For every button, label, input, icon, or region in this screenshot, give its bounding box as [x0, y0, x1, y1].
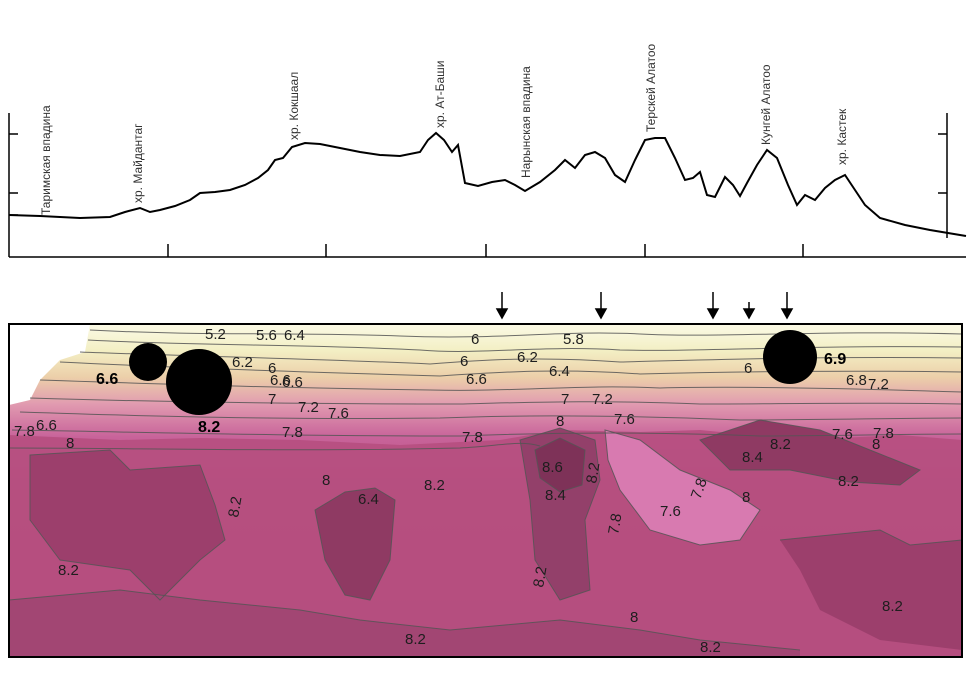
contour-label: 8.6 [542, 459, 563, 476]
label-at-bashi-ridge: хр. Ат-Баши [433, 61, 447, 128]
mantle-base [9, 430, 962, 657]
label-tarim-basin: Таримская впадина [39, 105, 53, 215]
contour-label: 8.2 [405, 631, 426, 648]
contour-label: 7 [268, 391, 276, 408]
contour-label: 8.2 [838, 473, 859, 490]
contour-label: 8.2 [583, 461, 603, 484]
contour-label: 7.2 [592, 391, 613, 408]
contour-label: 5.6 [256, 327, 277, 344]
contour-label: 6.9 [824, 351, 846, 368]
anomaly-naryn-core [535, 438, 585, 492]
contour-label: 8.2 [58, 562, 79, 579]
contour-label: 8.4 [742, 449, 763, 466]
contour-label: 8.4 [545, 487, 566, 504]
contour-label: 6.6 [282, 374, 303, 391]
contour-label: 8 [322, 472, 330, 489]
contour-label: 5.8 [563, 331, 584, 348]
contour-label: 6.6 [466, 371, 487, 388]
arrow-down-icon [742, 302, 756, 320]
contour-label: 8.2 [882, 598, 903, 615]
contour-label: 6.6 [36, 417, 57, 434]
contour-label: 7.2 [868, 376, 889, 393]
contour-label: 8 [742, 489, 750, 506]
label-naryn-basin: Нарынская впадина [519, 66, 533, 178]
contour-label: 6.2 [232, 354, 253, 371]
arrow-down-icon [495, 292, 509, 320]
earthquake-marker-icon [763, 330, 817, 384]
contour-label: 8 [872, 436, 880, 453]
contour-label: 6.4 [549, 363, 570, 380]
anomaly-south [9, 590, 800, 657]
label-terskey-alatoo: Терскей Алатоо [644, 43, 658, 132]
arrow-markers [495, 292, 794, 320]
contour-label: 6.4 [358, 491, 379, 508]
contour-label: 6 [268, 360, 276, 377]
contour-label: 5.2 [205, 326, 226, 343]
contour-label: 7.8 [605, 512, 625, 535]
contour-label: 6 [744, 360, 752, 377]
contour-label: 6 [460, 353, 468, 370]
label-kokshaal-ridge: хр. Кокшаал [287, 72, 301, 140]
earthquake-marker-icon [129, 343, 167, 381]
contour-label: 7.8 [462, 429, 483, 446]
contour-label: 7.6 [328, 405, 349, 422]
label-maidantag-ridge: хр. Майдантаг [131, 123, 145, 203]
anomaly-east-low [780, 530, 962, 650]
topographic-profile: Таримская впадина хр. Майдантаг хр. Кокш… [8, 43, 967, 258]
contour-label: 8 [66, 435, 74, 452]
contour-label: 6.8 [846, 372, 867, 389]
section-frame [8, 323, 963, 658]
contour-label: 6.6 [96, 371, 118, 388]
contour-label: 7.6 [614, 411, 635, 428]
contour-label: 7.8 [282, 424, 303, 441]
contour-label: 7.2 [298, 399, 319, 416]
contour-label: 8.2 [424, 477, 445, 494]
contour-label: 6.6 [270, 372, 291, 389]
contour-label: 6 [471, 331, 479, 348]
contour-label: 8.2 [770, 436, 791, 453]
arrow-down-icon [706, 292, 720, 320]
contour-label: 8.2 [530, 565, 550, 588]
contour-label: 7.6 [832, 426, 853, 443]
contour-label: 7.8 [873, 425, 894, 442]
contour-label: 8.2 [700, 639, 721, 656]
section-blank-area [9, 324, 90, 405]
arrow-down-icon [594, 292, 608, 320]
contour-label: 7.8 [14, 423, 35, 440]
arrow-down-icon [780, 292, 794, 320]
contour-label: 7 [561, 391, 569, 408]
contour-label: 7.8 [688, 476, 711, 501]
contour-label: 8 [556, 413, 564, 430]
label-kastek-ridge: хр. Кастек [835, 108, 849, 165]
contour-label: 8.2 [198, 419, 220, 436]
contour-label: 7.6 [660, 503, 681, 520]
earthquake-marker-icon [166, 349, 232, 415]
contour-label: 6.4 [284, 327, 305, 344]
contour-label: 8 [630, 609, 638, 626]
label-kungey-alatoo: Кунгей Алатоо [759, 64, 773, 145]
contour-value-labels: 5.2 5.6 6.4 6.2 6.6 6 6.6 7 7.2 7.6 7.8 … [14, 326, 903, 656]
anomaly-center-low [315, 488, 395, 600]
anomaly-light-center [605, 430, 760, 545]
contour-label: 8.2 [225, 495, 245, 518]
velocity-section: 5.2 5.6 6.4 6.2 6.6 6 6.6 7 7.2 7.6 7.8 … [8, 323, 963, 658]
elevation-line [8, 131, 967, 237]
contour-label: 6.2 [517, 349, 538, 366]
